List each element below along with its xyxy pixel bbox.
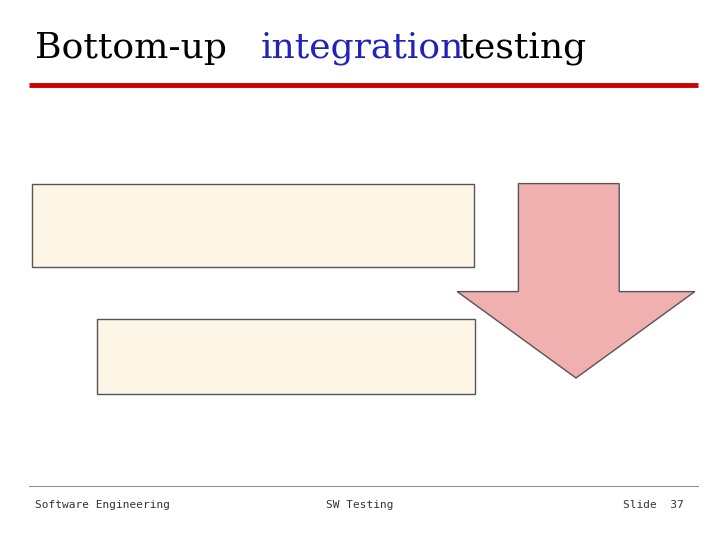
Text: Bottom-up: Bottom-up bbox=[35, 31, 239, 65]
Polygon shape bbox=[457, 184, 695, 378]
Text: integration: integration bbox=[261, 31, 464, 65]
Bar bbox=[32, 184, 474, 267]
Text: Slide  37: Slide 37 bbox=[624, 500, 684, 510]
Text: testing: testing bbox=[448, 31, 586, 65]
Text: SW Testing: SW Testing bbox=[326, 500, 394, 510]
Bar bbox=[97, 319, 475, 394]
Text: Software Engineering: Software Engineering bbox=[35, 500, 171, 510]
